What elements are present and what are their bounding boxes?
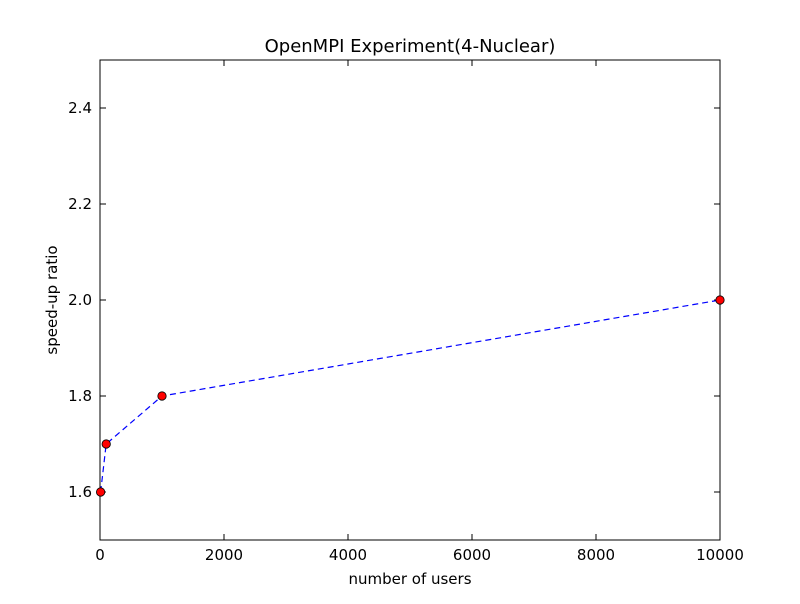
y-tick-label: 1.8 [68, 387, 92, 405]
x-axis-label: number of users [348, 570, 471, 588]
y-tick-label: 2.2 [68, 195, 92, 213]
x-tick-label: 10000 [696, 546, 744, 564]
y-axis-ticks: 1.6 1.8 2.0 2.2 2.4 [68, 99, 720, 501]
x-tick-label: 2000 [205, 546, 243, 564]
data-point [96, 487, 106, 497]
x-tick-label: 4000 [329, 546, 367, 564]
x-tick-label: 6000 [453, 546, 491, 564]
y-axis-label: speed-up ratio [43, 245, 61, 354]
data-point [715, 295, 725, 305]
data-point [157, 391, 167, 401]
x-axis-ticks: 0 2000 4000 6000 8000 10000 [95, 60, 744, 564]
y-tick-label: 2.4 [68, 99, 92, 117]
series-layer [96, 295, 725, 497]
x-tick-label: 8000 [577, 546, 615, 564]
series-line [100, 299, 721, 493]
plot-area-frame [99, 59, 721, 541]
x-tick-label: 0 [95, 546, 105, 564]
y-tick-label: 2.0 [68, 291, 92, 309]
y-tick-label: 1.6 [68, 483, 92, 501]
chart-title: OpenMPI Experiment(4-Nuclear) [265, 36, 556, 57]
data-point [101, 439, 111, 449]
